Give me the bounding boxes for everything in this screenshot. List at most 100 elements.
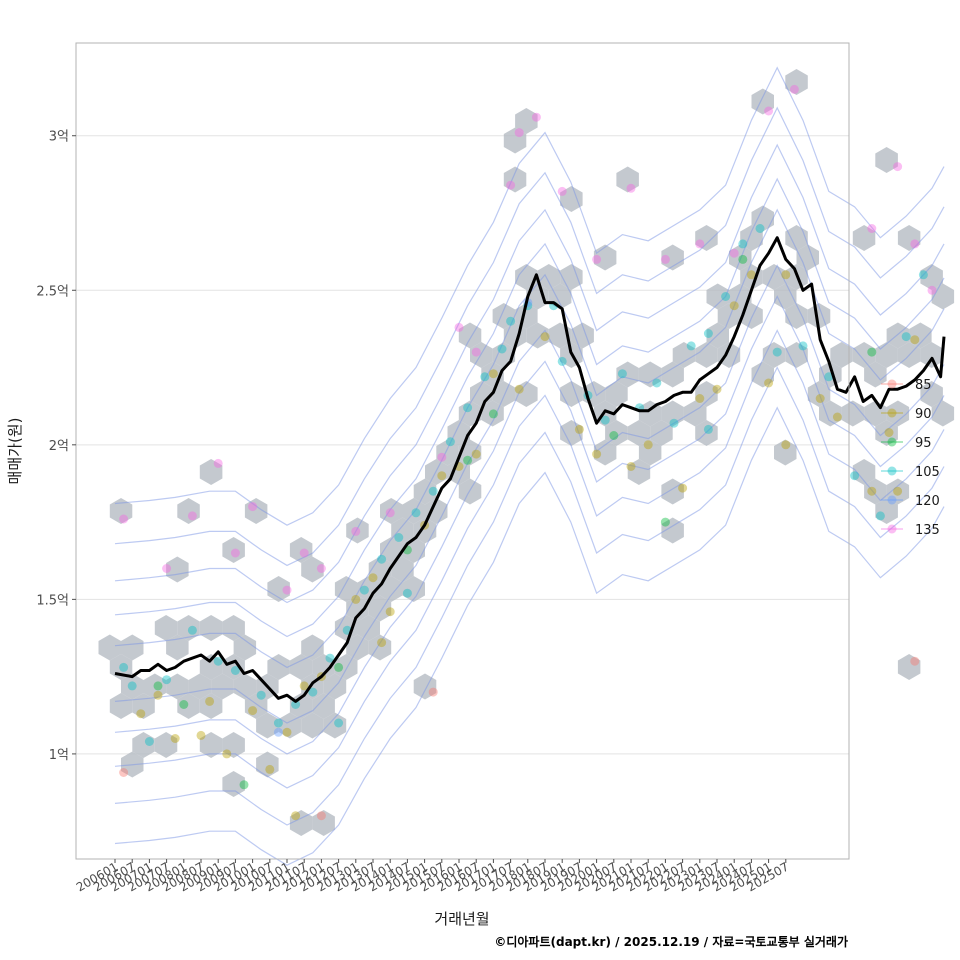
hexbin-cell xyxy=(897,225,921,251)
data-point xyxy=(299,548,309,558)
hexbin-cell xyxy=(661,244,684,271)
data-point xyxy=(273,727,283,737)
density-contour-line xyxy=(114,143,945,604)
hexbin-cell xyxy=(391,517,414,544)
data-point xyxy=(437,471,447,481)
hexbin-cell xyxy=(695,381,718,407)
hexbin-cell xyxy=(785,303,808,329)
data-point xyxy=(875,511,885,521)
hexbin-cell xyxy=(402,576,425,602)
hexbin-cell xyxy=(334,615,358,641)
data-point xyxy=(893,486,903,496)
hexbin-cell xyxy=(233,634,257,661)
data-point xyxy=(463,455,473,465)
data-point xyxy=(119,768,129,777)
data-point xyxy=(402,588,412,598)
data-point xyxy=(867,224,877,233)
hexbin-cell xyxy=(312,654,335,680)
hexbin-cell xyxy=(616,361,639,388)
hexbin-cell xyxy=(289,654,313,680)
hexbin-cell xyxy=(706,283,729,310)
hexbin-cell xyxy=(526,322,549,349)
data-point xyxy=(729,248,739,258)
data-point xyxy=(411,508,421,518)
data-point xyxy=(557,186,567,196)
data-point xyxy=(695,394,705,403)
legend-label: 95 xyxy=(915,436,932,451)
data-point xyxy=(316,811,326,821)
legend-key-point xyxy=(887,466,897,476)
data-point xyxy=(334,718,344,728)
plot-panel-border xyxy=(75,42,850,860)
hexbin-cell xyxy=(661,361,684,388)
data-point xyxy=(514,384,524,394)
data-point xyxy=(497,344,507,354)
hexbin-cell xyxy=(154,615,178,641)
legend-label: 85 xyxy=(915,378,932,393)
x-axis-title: 거래년월 xyxy=(434,910,489,928)
hexbin-cell xyxy=(515,381,538,407)
hexbin-cell xyxy=(627,420,651,446)
hexbin-cell xyxy=(211,673,234,700)
hexbin-cell xyxy=(616,166,639,193)
hexbin-cell xyxy=(143,673,167,700)
credit-footer: ©디아파트(dapt.kr) / 2025.12.19 / 자료=국토교통부 실… xyxy=(494,935,848,949)
density-contour-line xyxy=(114,106,945,567)
data-point xyxy=(144,737,154,746)
hexbin-cell xyxy=(774,283,797,310)
data-point xyxy=(179,700,189,709)
data-point xyxy=(815,394,825,403)
data-point xyxy=(291,700,301,709)
data-point xyxy=(669,418,679,428)
data-point xyxy=(755,224,765,233)
hexbin-cell xyxy=(380,576,403,602)
data-point xyxy=(222,749,232,759)
hexbin-cell xyxy=(830,342,853,368)
data-point xyxy=(506,316,516,326)
hexbin-cell xyxy=(334,576,358,602)
density-contours xyxy=(114,66,945,866)
hexbin-cell xyxy=(267,576,290,602)
hexbin-cell xyxy=(875,498,898,524)
data-point xyxy=(660,254,670,264)
data-point xyxy=(248,502,258,512)
hexbin-cell xyxy=(695,342,718,368)
hexbin-cell xyxy=(166,673,189,700)
hexbin-cell xyxy=(909,322,932,349)
hexbin-cell xyxy=(154,732,178,758)
hexbin-cell xyxy=(334,654,358,680)
hexbin-cell xyxy=(605,420,628,446)
data-point xyxy=(230,666,240,675)
hexbin-cell xyxy=(301,634,324,661)
data-point xyxy=(385,508,395,518)
density-contour-line xyxy=(114,264,945,724)
hexbin-cell xyxy=(920,381,943,407)
data-point xyxy=(239,780,249,790)
data-point xyxy=(308,687,318,697)
data-point xyxy=(695,239,705,249)
data-point xyxy=(153,690,163,700)
hexbin-cell xyxy=(886,478,910,505)
hexbin-cell xyxy=(199,693,223,719)
data-point xyxy=(196,730,206,740)
data-point xyxy=(334,662,344,672)
data-point xyxy=(377,554,387,564)
y-tick-label: 3억 xyxy=(49,130,69,145)
hexbin-cell xyxy=(109,498,133,524)
data-point xyxy=(377,638,387,648)
legend-label: 135 xyxy=(915,523,940,538)
y-axis-title: 매매가(원) xyxy=(6,418,24,485)
data-point xyxy=(205,696,215,706)
data-point xyxy=(127,681,137,691)
data-point xyxy=(893,162,903,172)
hexbin-cell xyxy=(301,712,324,739)
data-point xyxy=(282,585,292,595)
data-point xyxy=(351,594,361,604)
hexbin-cell xyxy=(605,381,628,407)
hexbin-cell xyxy=(785,69,808,95)
data-point xyxy=(867,486,877,496)
data-point xyxy=(686,341,696,351)
hexbin-cell xyxy=(751,361,774,388)
legend-label: 90 xyxy=(915,407,932,422)
